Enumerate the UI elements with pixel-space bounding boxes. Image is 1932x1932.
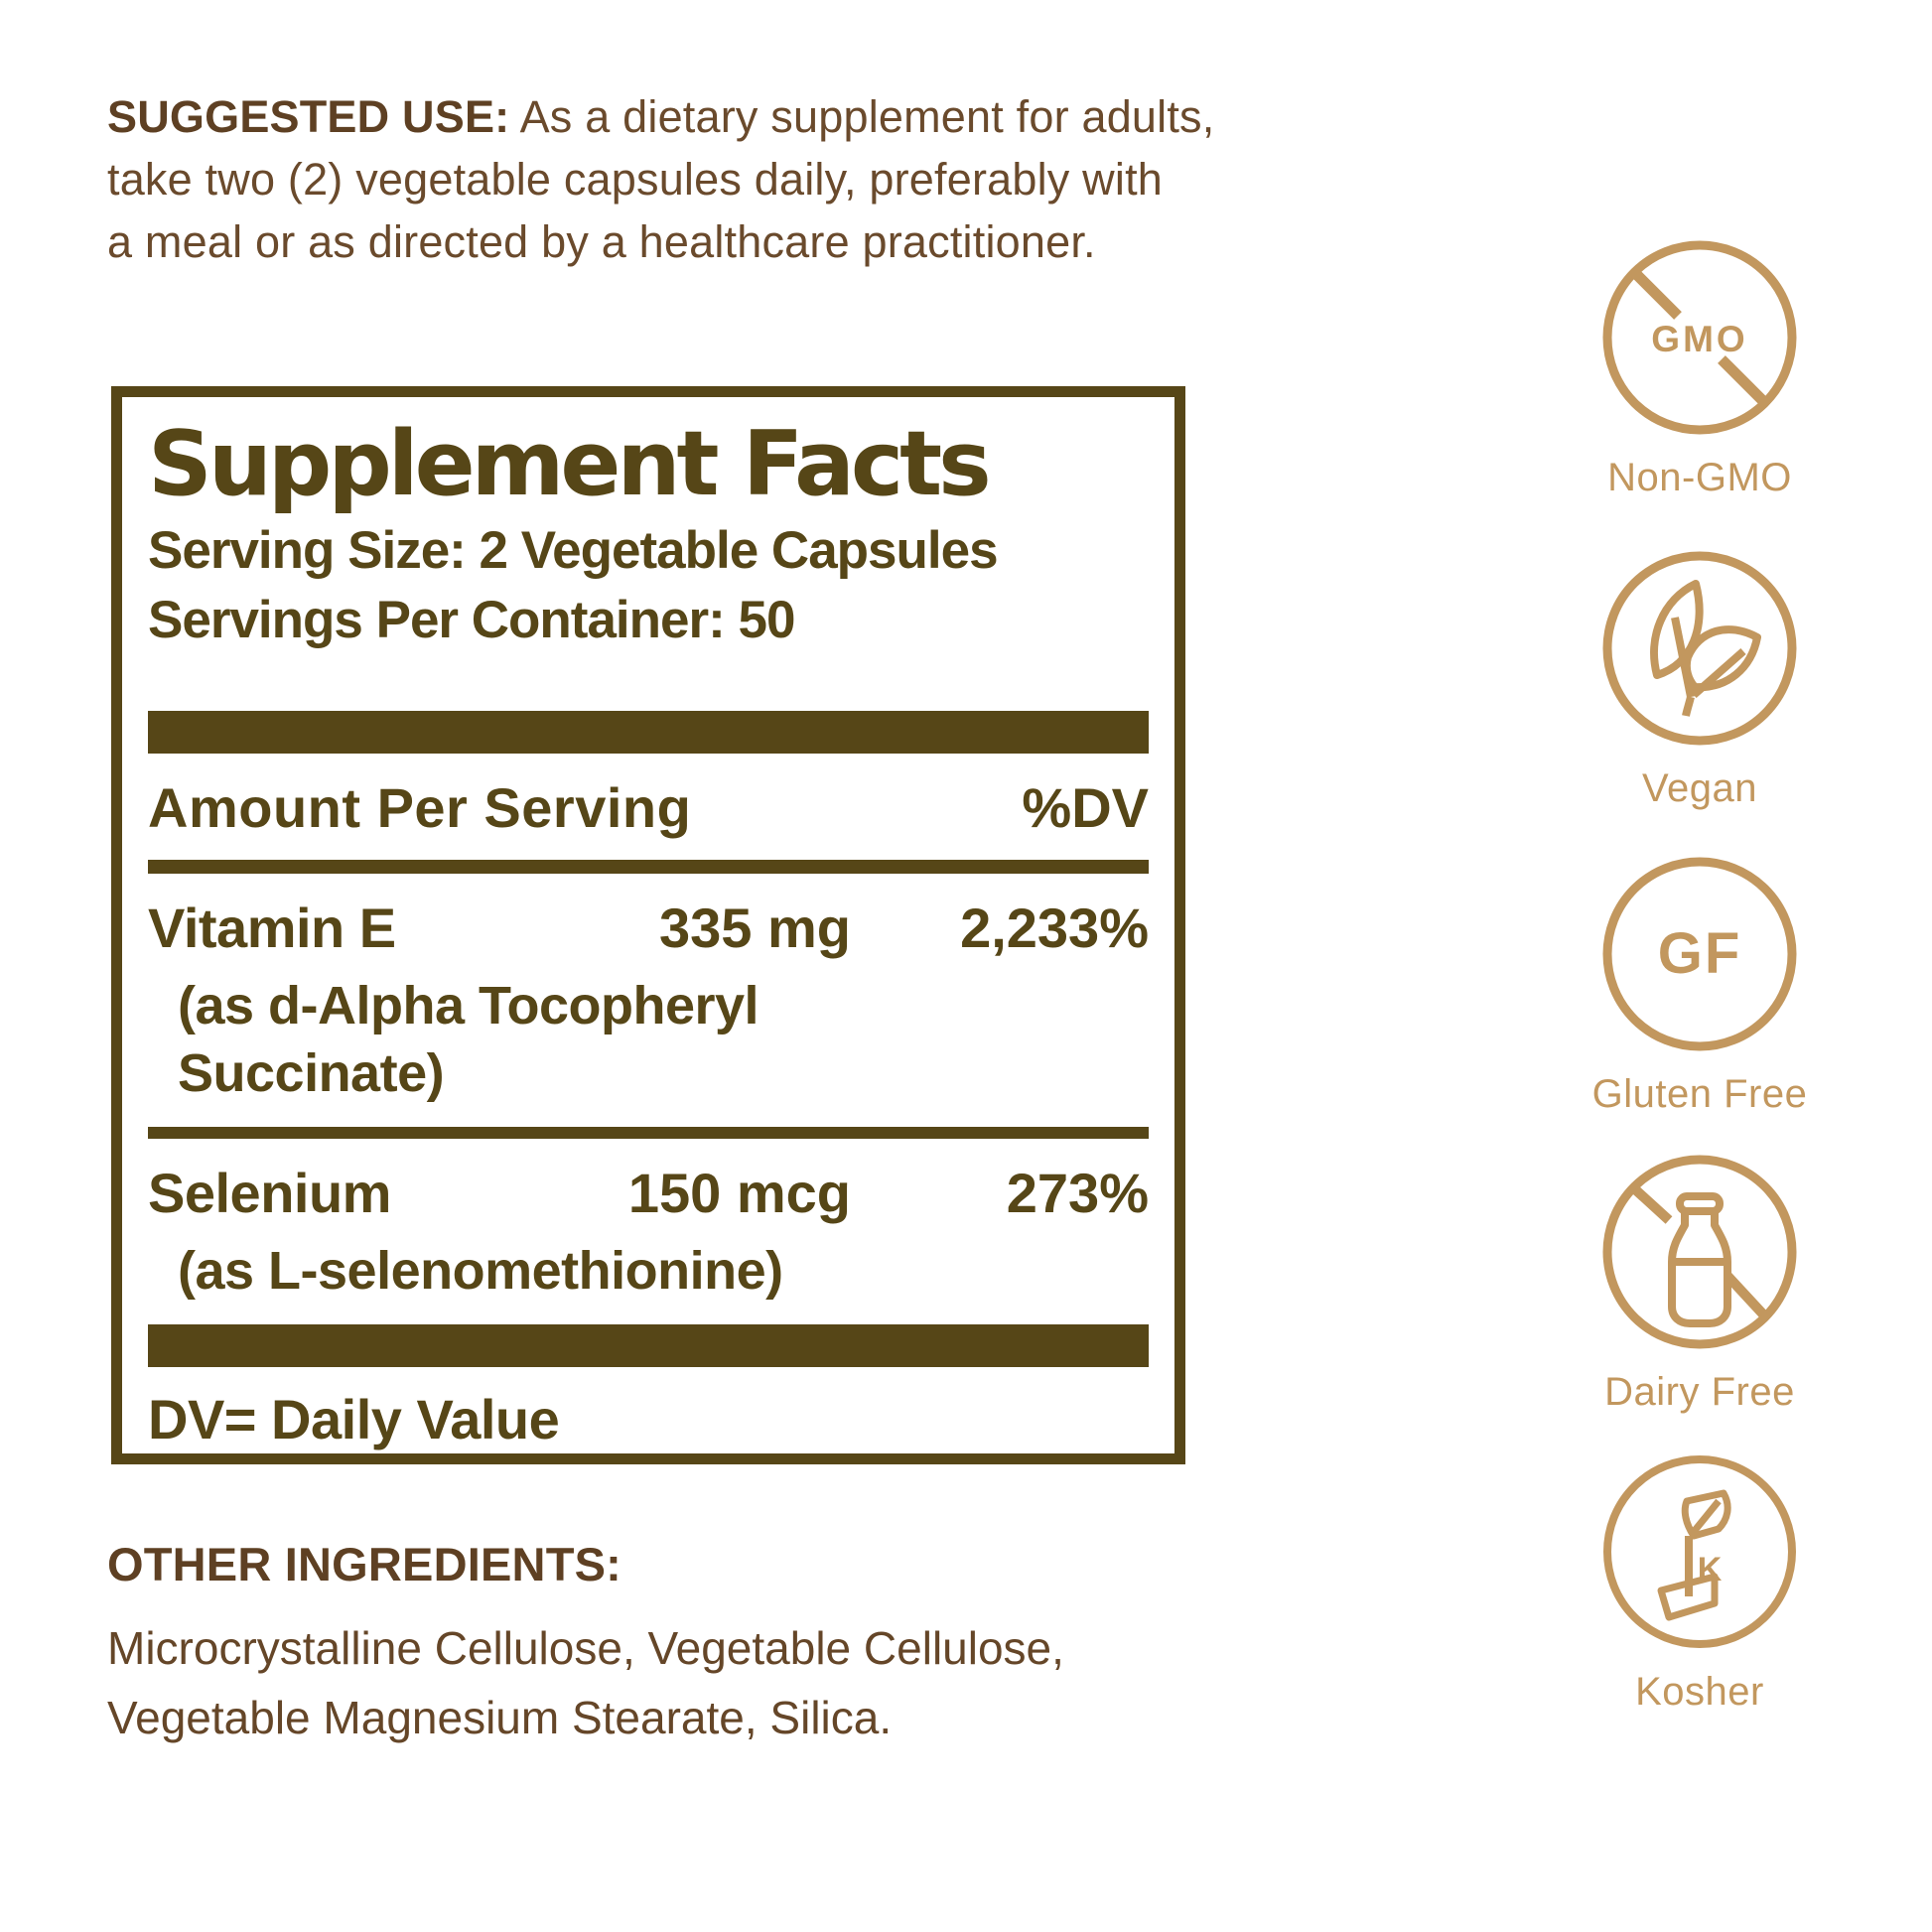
suggested-use-label: SUGGESTED USE:	[107, 91, 510, 142]
other-ingredients-line-2: Vegetable Magnesium Stearate, Silica.	[107, 1692, 893, 1743]
badge-non-gmo: GMO Non-GMO	[1551, 235, 1849, 500]
gmo-crossed-icon: GMO	[1602, 240, 1797, 435]
nutrient-source: (as d-Alpha Tocopheryl Succinate)	[178, 976, 759, 1103]
svg-text:GF: GF	[1658, 921, 1742, 986]
nutrient-dv: 2,233%	[960, 897, 1149, 959]
badge-label: Kosher	[1635, 1670, 1764, 1714]
gf-circle-icon: GF	[1602, 857, 1797, 1051]
nutrient-name: Vitamin E	[148, 897, 396, 959]
servings-per-container: Servings Per Container: 50	[148, 591, 795, 649]
badge-label: Dairy Free	[1604, 1370, 1795, 1414]
other-ingredients-label: OTHER INGREDIENTS:	[107, 1538, 622, 1590]
nutrient-main-line: Selenium 150 mcg 273%	[148, 1161, 1149, 1225]
badge-gluten-free: GF Gluten Free	[1551, 852, 1849, 1117]
svg-text:K: K	[1698, 1551, 1723, 1588]
serving-size: Serving Size: 2 Vegetable Capsules	[148, 521, 999, 580]
other-ingredients-section: OTHER INGREDIENTS: Microcrystalline Cell…	[107, 1537, 1358, 1752]
nutrient-dv: 273%	[1006, 1162, 1149, 1224]
nutrient-amount: 335 mg	[659, 897, 851, 959]
nutrient-main-line: Vitamin E 335 mg 2,233%	[148, 896, 1149, 960]
suggested-use-line-2: take two (2) vegetable capsules daily, p…	[107, 154, 1164, 205]
supplement-facts-panel: Supplement Facts Serving Size: 2 Vegetab…	[111, 386, 1185, 1464]
facts-header-row: Amount Per Serving %DV	[148, 754, 1149, 860]
suggested-use-section: SUGGESTED USE: As a dietary supplement f…	[107, 85, 1239, 273]
other-ingredients-line-1: Microcrystalline Cellulose, Vegetable Ce…	[107, 1622, 1064, 1674]
divider-thick-bottom	[148, 1324, 1149, 1367]
nutrient-row-selenium: Selenium 150 mcg 273% (as L-selenomethio…	[148, 1139, 1149, 1324]
nutrient-name: Selenium	[148, 1162, 391, 1224]
badge-label: Non-GMO	[1607, 456, 1792, 499]
percent-dv-header: %DV	[1022, 776, 1149, 839]
dv-footnote: DV= Daily Value	[148, 1388, 560, 1450]
nutrient-amount: 150 mcg	[627, 1162, 851, 1224]
badge-label: Vegan	[1642, 766, 1757, 810]
nutrient-row-vitamin-e: Vitamin E 335 mg 2,233% (as d-Alpha Toco…	[148, 874, 1149, 1127]
divider-thin-1	[148, 860, 1149, 874]
suggested-use-text: As a dietary supplement for adults,	[509, 91, 1215, 142]
milk-bottle-crossed-icon	[1602, 1155, 1797, 1349]
badge-vegan: Vegan	[1551, 546, 1849, 811]
suggested-use-line-3: a meal or as directed by a healthcare pr…	[107, 216, 1096, 267]
nutrient-source: (as L-selenomethionine)	[178, 1241, 783, 1301]
divider-thick-top	[148, 711, 1149, 754]
amount-per-serving-header: Amount Per Serving	[148, 776, 692, 839]
kosher-k-icon: K	[1603, 1455, 1796, 1648]
svg-text:GMO: GMO	[1651, 319, 1747, 359]
suggested-use-line-1: SUGGESTED USE: As a dietary supplement f…	[107, 85, 1239, 148]
badge-label: Gluten Free	[1591, 1072, 1808, 1116]
supplement-facts-title: Supplement Facts	[148, 412, 992, 516]
badge-dairy-free: Dairy Free	[1551, 1150, 1849, 1415]
divider-thin-2	[148, 1127, 1149, 1139]
leaves-icon	[1602, 551, 1797, 746]
badge-kosher: K Kosher	[1551, 1449, 1849, 1715]
